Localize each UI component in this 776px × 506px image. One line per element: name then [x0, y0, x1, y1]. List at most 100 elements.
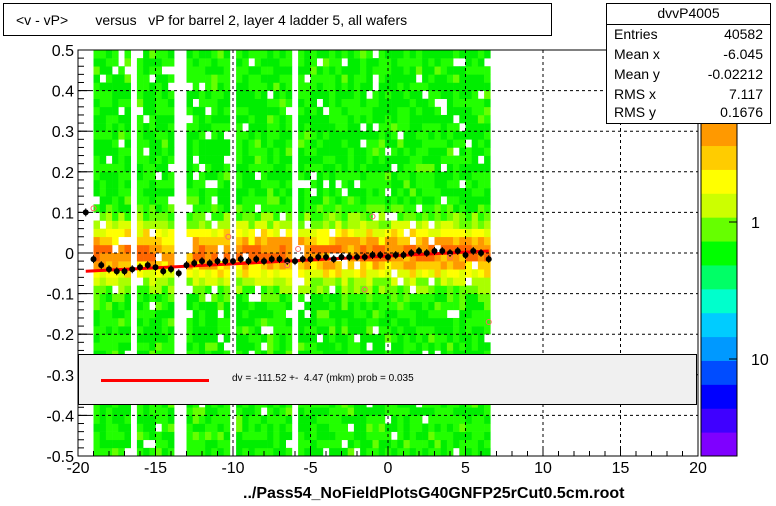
heatmap-cell: [440, 212, 448, 221]
heatmap-cell: [422, 179, 429, 189]
heatmap-cell: [360, 220, 367, 229]
heatmap-cell: [136, 98, 144, 108]
heatmap-cell: [403, 163, 410, 173]
heatmap-cell: [105, 334, 113, 343]
heatmap-cell: [391, 50, 398, 59]
heatmap-cell: [403, 423, 410, 432]
heatmap-cell: [347, 90, 355, 100]
heatmap-cell: [353, 98, 361, 108]
heatmap-cell: [242, 277, 249, 286]
heatmap-cell: [434, 147, 441, 156]
heatmap-cell: [347, 139, 355, 148]
heatmap-cell: [428, 58, 435, 67]
heatmap-cell: [118, 447, 125, 457]
heatmap-cell: [223, 309, 231, 319]
heatmap-cell: [161, 342, 169, 351]
heatmap-cell: [465, 131, 472, 140]
heatmap-cell: [347, 66, 355, 75]
heatmap-cell: [105, 58, 113, 67]
profile-point: [462, 252, 469, 259]
heatmap-cell: [223, 228, 231, 238]
heatmap-cell: [440, 342, 448, 351]
heatmap-cell: [453, 285, 460, 294]
heatmap-cell: [347, 106, 355, 116]
heatmap-cell: [384, 123, 392, 132]
heatmap-cell: [136, 423, 144, 432]
heatmap-cell: [422, 98, 429, 108]
heatmap-cell: [471, 447, 479, 457]
heatmap-cell: [322, 139, 330, 148]
heatmap-cell: [335, 220, 342, 229]
heatmap-cell: [248, 439, 255, 449]
heatmap-cell: [403, 220, 410, 229]
heatmap-cell: [248, 171, 255, 181]
heatmap-cell: [136, 66, 144, 75]
heatmap-cell: [310, 196, 317, 205]
heatmap-cell: [409, 415, 417, 424]
heatmap-cell: [124, 188, 131, 197]
heatmap-cell: [440, 293, 448, 303]
heatmap-cell: [347, 301, 355, 311]
heatmap-cell: [118, 212, 125, 221]
heatmap-cell: [484, 301, 491, 311]
heatmap-cell: [453, 253, 460, 262]
heatmap-cell: [267, 123, 274, 132]
heatmap-cell: [254, 147, 262, 156]
heatmap-cell: [99, 439, 107, 449]
stats-histogram-name: dvvP4005: [657, 5, 720, 21]
heatmap-cell: [484, 66, 491, 75]
heatmap-cell: [428, 188, 435, 197]
heatmap-cell: [353, 123, 361, 132]
heatmap-cell: [415, 66, 423, 75]
heatmap-cell: [304, 90, 311, 100]
heatmap-cell: [453, 431, 460, 441]
heatmap-cell: [124, 253, 131, 262]
heatmap-cell: [465, 317, 472, 327]
heatmap-cell: [446, 423, 454, 432]
heatmap-cell: [415, 431, 423, 441]
heatmap-cell: [279, 431, 286, 441]
heatmap-cell: [298, 407, 305, 416]
heatmap-cell: [279, 66, 286, 75]
heatmap-cell: [347, 309, 355, 319]
heatmap-cell: [459, 228, 466, 238]
stats-row-mean-y: Mean y -0.02212: [607, 66, 770, 86]
heatmap-cell: [310, 82, 317, 91]
heatmap-cell: [198, 139, 206, 148]
heatmap-cell: [440, 253, 448, 262]
heatmap-cell: [415, 317, 423, 327]
palette-swatch: [701, 264, 737, 290]
heatmap-cell: [298, 90, 305, 100]
heatmap-cell: [353, 236, 361, 246]
heatmap-cell: [254, 106, 262, 116]
heatmap-cell: [155, 188, 162, 197]
heatmap-cell: [279, 139, 286, 148]
heatmap-cell: [329, 326, 336, 335]
heatmap-cell: [341, 196, 348, 205]
heatmap-cell: [161, 114, 169, 124]
heatmap-cell: [347, 155, 355, 164]
heatmap-cell: [143, 326, 150, 335]
heatmap-cell: [192, 326, 200, 335]
heatmap-cell: [260, 439, 268, 449]
heatmap-cell: [149, 342, 156, 351]
heatmap-cell: [124, 163, 131, 173]
heatmap-cell: [378, 326, 386, 335]
heatmap-cell: [248, 179, 255, 189]
heatmap-cell: [112, 423, 119, 432]
heatmap-cell: [260, 139, 268, 148]
heatmap-cell: [192, 447, 200, 457]
heatmap-cell: [298, 212, 305, 221]
heatmap-cell: [124, 90, 131, 100]
heatmap-cell: [236, 66, 243, 75]
heatmap-cell: [254, 188, 262, 197]
heatmap-cell: [391, 123, 398, 132]
heatmap-cell: [353, 147, 361, 156]
heatmap-cell: [211, 98, 218, 108]
heatmap-cell: [415, 147, 423, 156]
heatmap-cell: [298, 439, 305, 449]
heatmap-cell: [372, 58, 379, 67]
heatmap-cell: [205, 423, 212, 432]
heatmap-cell: [322, 204, 330, 213]
heatmap-cell: [273, 163, 280, 173]
